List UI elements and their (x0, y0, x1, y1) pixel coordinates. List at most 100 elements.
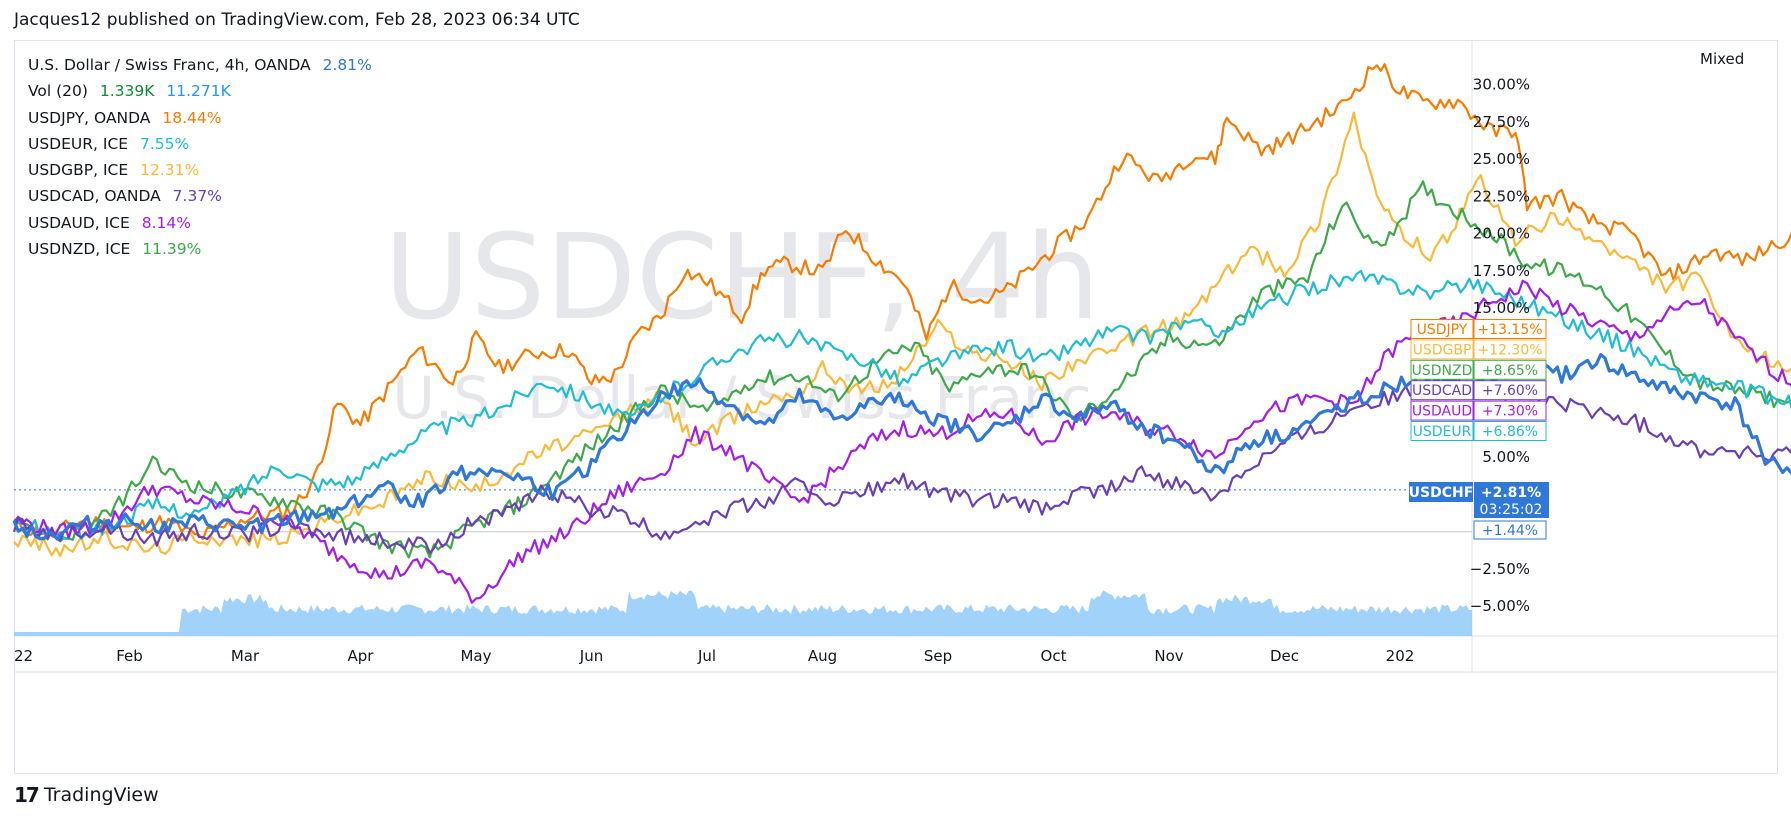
volume-bars (14, 590, 1472, 636)
series-line-usdnzd (13, 180, 1791, 559)
series-lines (12, 63, 1791, 604)
y-tick-label: 15.00% (1473, 299, 1530, 317)
y-tick-label: 20.00% (1473, 225, 1530, 243)
legend-row-usdcad[interactable]: USDCAD, OANDA 7.37% (28, 183, 379, 209)
badge-symbol-box (1410, 380, 1474, 401)
badge-symbol: USDAUD (1412, 404, 1472, 420)
x-tick-label: 22 (14, 647, 33, 665)
series-line-usdeur (13, 269, 1791, 540)
badge-symbol: USDCAD (1412, 383, 1472, 399)
badge-value: +6.86% (1482, 424, 1538, 440)
badge-symbol: USDJPY (1417, 322, 1468, 338)
legend-row-usdjpy[interactable]: USDJPY, OANDA 18.44% (28, 105, 379, 131)
legend-symbol: USDJPY, OANDA (28, 108, 151, 127)
badge-symbol-box (1410, 400, 1474, 421)
badge-symbol-box (1410, 319, 1474, 339)
badge-value-box (1473, 319, 1547, 339)
badge-symbol: USDGBP (1413, 342, 1472, 358)
legend-row-usdnzd[interactable]: USDNZD, ICE 11.39% (28, 236, 379, 262)
x-tick-label: May (460, 647, 491, 665)
publish-header: Jacques12 published on TradingView.com, … (14, 10, 580, 30)
legend-value: 12.31% (140, 161, 200, 180)
legend-value: 1.339K (99, 82, 155, 101)
legend-symbol: USDAUD, ICE (28, 213, 130, 232)
legend-value: 18.44% (162, 108, 222, 127)
price-badge-baseline: +1.44% (1473, 520, 1547, 540)
badge-value: +12.30% (1477, 342, 1542, 358)
legend-value: 11.271K (166, 82, 231, 101)
series-line-usdaud (13, 279, 1791, 604)
badge-value-box (1473, 421, 1547, 441)
badge-symbol-box (1410, 359, 1474, 380)
legend-symbol: USDCAD, OANDA (28, 187, 161, 206)
tradingview-logo[interactable]: 17 TradingView (14, 783, 159, 807)
legend-value: 7.37% (172, 187, 222, 206)
legend-symbol: Vol (20) (28, 82, 88, 101)
y-axis[interactable]: 30.00% 27.50% 25.00% 22.50% 20.00% 17.50% 15.0… (1470, 76, 1530, 616)
x-tick-label: Dec (1270, 647, 1299, 665)
y-tick-label: 22.50% (1473, 187, 1530, 205)
badge-symbol: USDEUR (1413, 424, 1472, 440)
x-tick-label: Sep (924, 647, 952, 665)
y-tick-label: 27.50% (1473, 113, 1530, 131)
y-tick-label: 30.00% (1473, 76, 1530, 94)
series-line-usdgbp (13, 111, 1791, 558)
x-tick-label: Aug (808, 647, 837, 665)
price-badge-usdchf: USDCHF +2.81%03:25:02 (1409, 482, 1549, 518)
legend-row-volume[interactable]: Vol (20) 1.339K 11.271K (28, 78, 379, 104)
badge-countdown: 03:25:02 (1480, 502, 1543, 518)
badge-symbol-box (1410, 339, 1474, 360)
watermark-title: USDCHF, 4h (384, 208, 1100, 346)
badge-value-box (1473, 359, 1547, 380)
legend-value: 8.14% (141, 213, 191, 232)
badge-value: +7.60% (1482, 383, 1538, 399)
badge-value-box (1473, 339, 1547, 360)
legend-row-usdgbp[interactable]: USDGBP, ICE 12.31% (28, 157, 379, 183)
x-tick-label: Jul (697, 647, 716, 665)
y-tick-label: 5.00% (1482, 448, 1530, 466)
y-tick-label: −2.50% (1470, 560, 1530, 578)
badge-symbol-box (1410, 421, 1474, 441)
badge-value-box (1473, 400, 1547, 421)
series-line-usdcad (12, 374, 1791, 555)
badge-value: +2.81% (1481, 485, 1541, 501)
tradingview-logo-icon: 17 (14, 783, 40, 807)
x-tick-label: Oct (1041, 647, 1067, 665)
badge-value: +7.30% (1482, 404, 1538, 420)
price-scale-badges: USDJPY +13.15%USDGBP +12.30%USDNZD +8.65%US… (1409, 319, 1549, 540)
legend-row-usdeur[interactable]: USDEUR, ICE 7.55% (28, 131, 379, 157)
badge-symbol: USDCHF (1409, 485, 1474, 501)
chart-frame (14, 40, 1778, 774)
badge-value-box (1473, 520, 1547, 540)
legend-symbol: USDNZD, ICE (28, 240, 131, 259)
legend-row-usdchf[interactable]: U.S. Dollar / Swiss Franc, 4h, OANDA 2.8… (28, 52, 379, 78)
badge-value: +13.15% (1477, 322, 1542, 338)
price-badge-usdeur: USDEUR +6.86% (1410, 421, 1547, 441)
legend-symbol: U.S. Dollar / Swiss Franc, 4h, OANDA (28, 56, 311, 74)
badge-value-box (1474, 482, 1549, 518)
tradingview-logo-text: TradingView (43, 784, 159, 806)
x-tick-label: Mar (231, 647, 260, 665)
badge-symbol: USDNZD (1412, 363, 1473, 379)
axis-mode-label[interactable]: Mixed (1700, 50, 1745, 68)
legend-row-usdaud[interactable]: USDAUD, ICE 8.14% (28, 210, 379, 236)
price-badge-usdjpy: USDJPY +13.15% (1410, 319, 1547, 339)
watermark-subtitle: U.S. Dollar / Swiss Franc (392, 364, 1091, 432)
legend-value: 7.55% (140, 134, 190, 153)
legend-symbol: USDEUR, ICE (28, 134, 129, 153)
series-line-usdchf (12, 353, 1791, 541)
x-tick-label: Apr (348, 647, 375, 665)
price-badge-usdnzd: USDNZD +8.65% (1410, 359, 1547, 380)
badge-value: +1.44% (1482, 523, 1538, 539)
y-tick-label: −5.00% (1470, 597, 1530, 615)
price-badge-usdaud: USDAUD +7.30% (1410, 400, 1547, 421)
x-axis[interactable]: 22 Feb Mar Apr May Jun Jul Aug Sep Oct Nov Dec 202 (14, 647, 1414, 665)
price-badge-usdgbp: USDGBP +12.30% (1410, 339, 1547, 360)
badge-symbol-box (1409, 482, 1473, 502)
x-tick-label: Jun (579, 647, 603, 665)
badge-value: +8.65% (1482, 363, 1538, 379)
x-tick-label: Feb (116, 647, 143, 665)
x-tick-label: Nov (1154, 647, 1183, 665)
legend-value: 11.39% (142, 240, 202, 259)
